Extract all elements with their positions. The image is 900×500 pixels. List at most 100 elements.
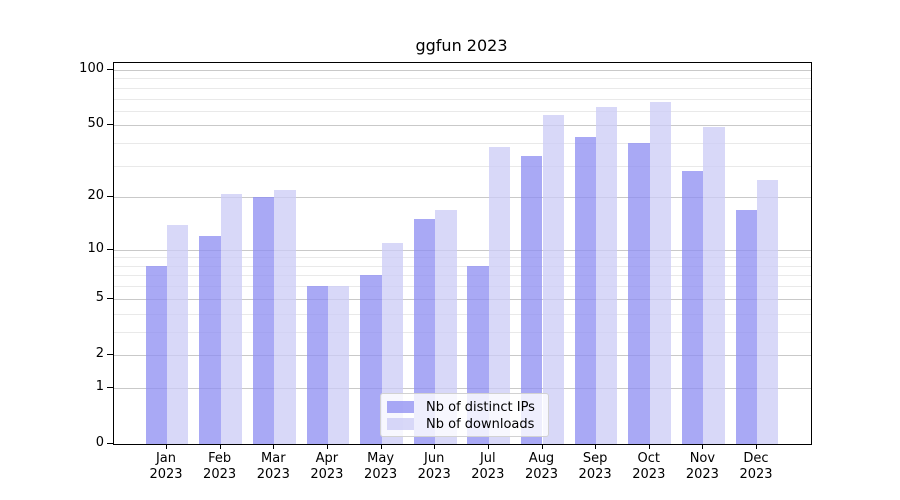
minor-gridline-3 bbox=[114, 331, 811, 333]
y-tick-mark-2 bbox=[107, 354, 113, 355]
bar-ips-nov bbox=[682, 171, 704, 444]
x-tick-label-jul: Jul 2023 bbox=[456, 451, 520, 483]
x-tick-mark-mar bbox=[273, 444, 275, 449]
x-tick-mark-jan bbox=[166, 444, 167, 449]
legend-item-downloads: Nb of downloads bbox=[387, 416, 540, 432]
minor-gridline-40 bbox=[114, 143, 811, 144]
y-tick-label-1: 1 bbox=[95, 378, 104, 394]
bar-ips-apr bbox=[306, 286, 328, 444]
x-tick-label-dec: Dec 2023 bbox=[724, 451, 788, 483]
x-tick-label-apr: Apr 2023 bbox=[295, 451, 359, 483]
y-tick-label-100: 100 bbox=[79, 60, 104, 76]
x-tick-year: 2023 bbox=[417, 467, 451, 482]
x-tick-label-nov: Nov 2023 bbox=[670, 451, 734, 483]
bar-downloads-dec bbox=[757, 179, 779, 444]
x-tick-label-sep: Sep 2023 bbox=[563, 451, 627, 483]
x-tick-mark-aug bbox=[541, 444, 543, 449]
x-tick-month: Nov bbox=[689, 451, 716, 466]
y-tick-mark-1 bbox=[107, 386, 113, 388]
y-tick-label-2: 2 bbox=[95, 346, 104, 361]
x-tick-year: 2023 bbox=[203, 467, 237, 482]
major-gridline-20 bbox=[114, 197, 811, 199]
x-tick-label-feb: Feb 2023 bbox=[188, 451, 252, 483]
major-gridline-50 bbox=[114, 125, 811, 127]
x-tick-year: 2023 bbox=[685, 467, 719, 482]
bar-downloads-jul bbox=[488, 147, 511, 444]
x-tick-label-oct: Oct 2023 bbox=[617, 451, 681, 483]
x-tick-mark-dec bbox=[756, 444, 757, 449]
major-gridline-5 bbox=[114, 298, 811, 300]
x-tick-mark-sep bbox=[595, 444, 597, 449]
bar-downloads-nov bbox=[703, 126, 725, 444]
x-tick-mark-oct bbox=[648, 444, 650, 449]
bar-ips-jun bbox=[413, 219, 436, 444]
x-tick-label-aug: Aug 2023 bbox=[510, 451, 574, 483]
x-tick-year: 2023 bbox=[632, 467, 666, 482]
minor-gridline-6 bbox=[114, 286, 811, 288]
x-tick-year: 2023 bbox=[149, 467, 183, 482]
plot-area: Nb of distinct IPs Nb of downloads bbox=[113, 62, 812, 445]
x-tick-month: Sep bbox=[582, 451, 608, 466]
bar-downloads-mar bbox=[274, 189, 296, 444]
bar-ips-aug bbox=[521, 155, 543, 444]
bar-ips-jan bbox=[145, 265, 167, 444]
major-gridline-2 bbox=[114, 355, 811, 356]
y-tick-mark-0 bbox=[107, 443, 113, 444]
x-tick-month: Oct bbox=[637, 451, 661, 466]
bar-ips-sep bbox=[574, 137, 597, 444]
x-tick-month: Jan bbox=[155, 451, 177, 466]
bar-downloads-oct bbox=[649, 102, 672, 444]
legend-item-distinct-ips: Nb of distinct IPs bbox=[387, 399, 540, 415]
y-tick-label-50: 50 bbox=[87, 116, 104, 132]
x-tick-mark-apr bbox=[326, 444, 328, 449]
bar-downloads-aug bbox=[542, 114, 564, 444]
minor-gridline-90 bbox=[114, 78, 811, 80]
bar-ips-mar bbox=[252, 197, 275, 444]
major-gridline-1 bbox=[114, 387, 811, 389]
minor-gridline-30 bbox=[114, 165, 811, 167]
x-tick-month: Jun bbox=[424, 451, 445, 466]
legend-swatch-downloads bbox=[387, 418, 414, 430]
x-tick-year: 2023 bbox=[578, 467, 612, 482]
y-tick-label-20: 20 bbox=[87, 188, 104, 204]
bar-downloads-sep bbox=[596, 106, 618, 444]
minor-gridline-8 bbox=[114, 265, 811, 267]
bar-ips-oct bbox=[628, 143, 650, 444]
bar-downloads-apr bbox=[327, 286, 350, 444]
minor-gridline-60 bbox=[114, 110, 811, 112]
major-gridline-10 bbox=[114, 249, 811, 251]
x-tick-month: Jul bbox=[479, 451, 496, 466]
minor-gridline-4 bbox=[114, 313, 811, 315]
legend-label-downloads: Nb of downloads bbox=[426, 416, 535, 432]
x-tick-month: Feb bbox=[208, 451, 232, 466]
x-tick-year: 2023 bbox=[739, 467, 773, 482]
x-tick-month: May bbox=[367, 451, 395, 466]
x-tick-year: 2023 bbox=[524, 467, 559, 482]
x-tick-mark-jul bbox=[487, 444, 489, 449]
x-tick-label-jun: Jun 2023 bbox=[402, 451, 466, 483]
x-tick-month: Mar bbox=[261, 451, 286, 466]
bar-ips-dec bbox=[735, 209, 757, 444]
bar-ips-may bbox=[360, 275, 382, 444]
minor-gridline-80 bbox=[114, 87, 811, 89]
x-tick-label-mar: Mar 2023 bbox=[241, 451, 305, 483]
legend-swatch-distinct-ips bbox=[387, 401, 414, 413]
bar-ips-feb bbox=[199, 236, 221, 444]
x-tick-month: Aug bbox=[528, 451, 555, 466]
bar-downloads-feb bbox=[220, 193, 242, 444]
x-tick-month: Apr bbox=[315, 451, 339, 466]
y-tick-label-10: 10 bbox=[87, 240, 104, 256]
chart-title: ggfun 2023 bbox=[415, 36, 508, 55]
x-tick-year: 2023 bbox=[364, 467, 398, 482]
bar-downloads-jun bbox=[435, 209, 457, 444]
x-tick-year: 2023 bbox=[310, 467, 344, 482]
x-tick-year: 2023 bbox=[471, 467, 505, 482]
legend-label-distinct-ips: Nb of distinct IPs bbox=[426, 399, 535, 415]
y-tick-mark-5 bbox=[107, 297, 113, 299]
y-tick-mark-20 bbox=[107, 196, 113, 198]
bar-downloads-jan bbox=[167, 224, 189, 444]
y-tick-mark-50 bbox=[107, 124, 113, 126]
x-tick-label-jan: Jan 2023 bbox=[134, 451, 198, 483]
x-tick-year: 2023 bbox=[256, 467, 290, 482]
